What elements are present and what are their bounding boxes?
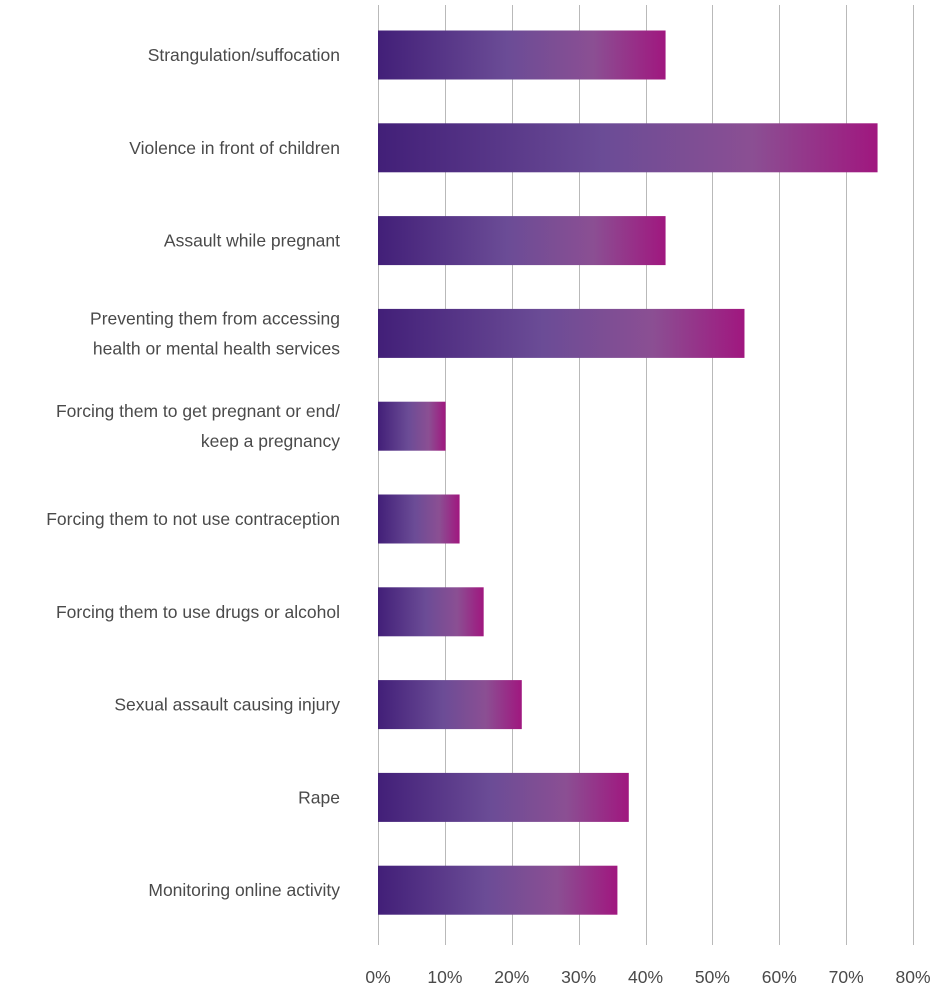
bar (378, 865, 618, 915)
category-label-line: Sexual assault causing injury (114, 695, 340, 715)
category-label-line: Violence in front of children (129, 138, 340, 158)
category-label: Preventing them from accessing health or … (90, 308, 340, 358)
category-label-line: Preventing them from accessing (90, 308, 340, 328)
bar (378, 123, 878, 173)
x-tick-label: 0% (365, 967, 390, 987)
bar (378, 587, 484, 637)
category-label: Violence in front of children (129, 138, 340, 158)
x-tick-label: 50% (695, 967, 730, 987)
category-label-line: Rape (298, 787, 340, 807)
bar (378, 401, 446, 451)
category-label: Strangulation/suffocation (148, 45, 340, 65)
category-label: Forcing them to not use contraception (46, 509, 340, 529)
x-tick-label: 20% (494, 967, 529, 987)
bar (378, 308, 745, 358)
category-label-line: health or mental health services (93, 338, 340, 358)
bars (378, 30, 878, 915)
category-label-line: Strangulation/suffocation (148, 45, 340, 65)
category-label: Sexual assault causing injury (114, 695, 340, 715)
x-tick-label: 30% (561, 967, 596, 987)
category-label: Monitoring online activity (148, 880, 340, 900)
bar (378, 772, 629, 822)
category-labels: Strangulation/suffocation Violence in fro… (46, 45, 340, 900)
x-tick-label: 60% (762, 967, 797, 987)
category-label-line: keep a pregnancy (201, 431, 340, 451)
x-tick-label: 70% (829, 967, 864, 987)
bar (378, 680, 522, 730)
bar (378, 494, 460, 544)
category-label-line: Monitoring online activity (148, 880, 340, 900)
x-axis-ticks: 0% 10% 20% 30% 40% 50% 60% 70% 80% (365, 967, 930, 987)
category-label: Forcing them to get pregnant or end/keep… (56, 401, 340, 451)
category-label-line: Forcing them to get pregnant or end/ (56, 401, 340, 421)
x-tick-label: 80% (895, 967, 930, 987)
category-label-line: Assault while pregnant (164, 231, 340, 251)
x-tick-label: 10% (427, 967, 462, 987)
category-label: Assault while pregnant (164, 231, 340, 251)
category-label-line: Forcing them to not use contraception (46, 509, 340, 529)
bar (378, 30, 666, 80)
category-label: Forcing them to use drugs or alcohol (56, 602, 340, 622)
x-tick-label: 40% (628, 967, 663, 987)
category-label: Rape (298, 787, 340, 807)
bar (378, 216, 666, 266)
category-label-line: Forcing them to use drugs or alcohol (56, 602, 340, 622)
